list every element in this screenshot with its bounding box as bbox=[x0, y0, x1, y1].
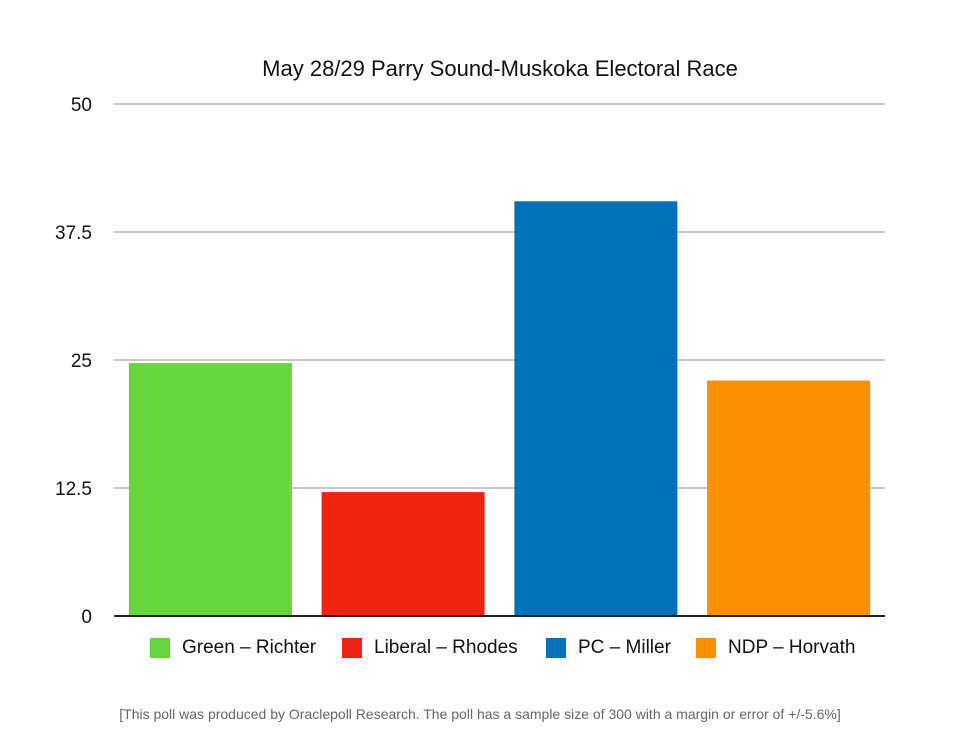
y-tick-label: 0 bbox=[81, 607, 92, 628]
legend-swatch bbox=[696, 638, 716, 658]
y-tick-label: 50 bbox=[71, 95, 92, 116]
y-tick-label: 37.5 bbox=[55, 223, 92, 244]
legend-swatch bbox=[546, 638, 566, 658]
legend-label: PC – Miller bbox=[578, 637, 671, 658]
bar-3 bbox=[514, 201, 678, 617]
legend: Green – Richter Liberal – Rhodes PC – Mi… bbox=[0, 634, 960, 662]
chart-title: May 28/29 Parry Sound-Muskoka Electoral … bbox=[262, 56, 738, 81]
y-tick-label: 12.5 bbox=[55, 479, 92, 500]
legend-swatch bbox=[342, 638, 362, 658]
y-tick-label: 25 bbox=[71, 351, 92, 372]
y-axis-ticks: 0 12.5 25 37.5 50 bbox=[55, 95, 92, 628]
bar-2 bbox=[321, 492, 485, 616]
legend-item-liberal: Liberal – Rhodes bbox=[342, 634, 518, 662]
bars bbox=[128, 201, 871, 617]
legend-label: NDP – Horvath bbox=[728, 637, 856, 658]
legend-label: Liberal – Rhodes bbox=[374, 637, 518, 658]
legend-swatch bbox=[150, 638, 170, 658]
legend-item-ndp: NDP – Horvath bbox=[696, 634, 855, 662]
legend-item-pc: PC – Miller bbox=[546, 634, 671, 662]
footnote: [This poll was produced by Oraclepoll Re… bbox=[119, 706, 841, 722]
bar-1 bbox=[128, 363, 292, 616]
bar-4 bbox=[707, 380, 871, 616]
legend-item-green: Green – Richter bbox=[150, 634, 316, 662]
legend-label: Green – Richter bbox=[182, 637, 317, 658]
